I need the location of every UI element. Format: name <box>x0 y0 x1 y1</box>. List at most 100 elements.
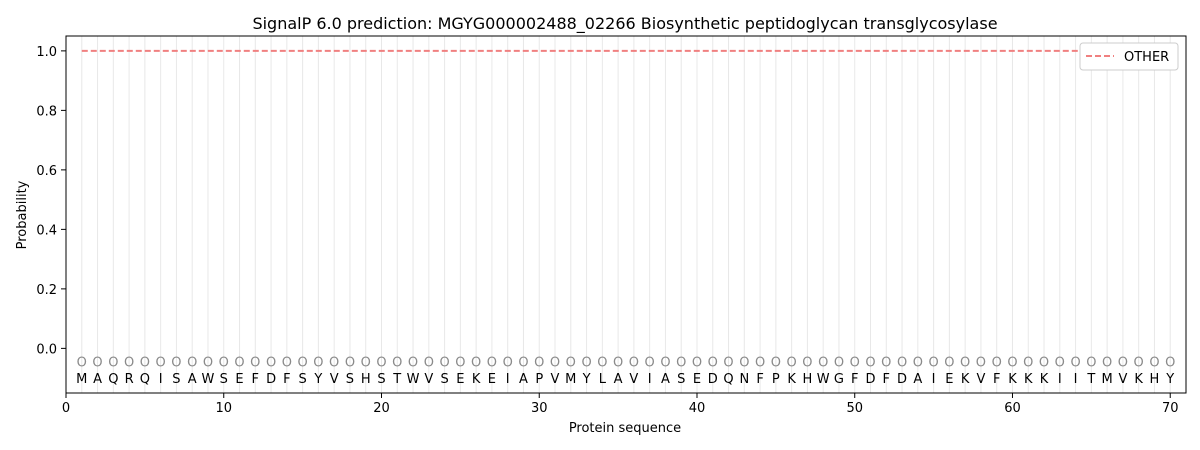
predicted-label-marker: O <box>392 355 402 370</box>
predicted-label-marker: O <box>250 355 260 370</box>
predicted-label-marker: O <box>723 355 733 370</box>
predicted-label-marker: O <box>629 355 639 370</box>
sequence-residue: K <box>472 372 481 387</box>
predicted-label-marker: O <box>503 355 513 370</box>
sequence-residue: S <box>377 372 385 387</box>
predicted-label-marker: O <box>645 355 655 370</box>
predicted-label-marker: O <box>171 355 181 370</box>
sequence-residue: G <box>834 372 844 387</box>
x-tick-label: 70 <box>1162 401 1179 416</box>
sequence-residue: A <box>188 372 197 387</box>
x-tick-label: 60 <box>1004 401 1021 416</box>
legend-box <box>1079 42 1179 71</box>
predicted-label-marker: O <box>424 355 434 370</box>
y-tick-label: 0.4 <box>36 223 57 238</box>
sequence-residue: Y <box>582 372 591 387</box>
sequence-residue: I <box>1058 372 1062 387</box>
predicted-label-marker: O <box>755 355 765 370</box>
sequence-residue: T <box>1086 372 1095 387</box>
sequence-residue: W <box>817 372 830 387</box>
sequence-residue: Q <box>723 372 733 387</box>
predicted-label-marker: O <box>534 355 544 370</box>
sequence-residue: K <box>961 372 970 387</box>
sequence-residue: K <box>1040 372 1049 387</box>
sequence-residue: I <box>1074 372 1078 387</box>
predicted-label-marker: O <box>1102 355 1112 370</box>
predicted-label-marker: O <box>77 355 87 370</box>
sequence-residue: W <box>202 372 215 387</box>
predicted-label-marker: O <box>692 355 702 370</box>
sequence-residue: T <box>392 372 401 387</box>
y-axis-label: Probability <box>15 180 30 249</box>
sequence-residue: E <box>488 372 496 387</box>
sequence-residue: V <box>551 372 560 387</box>
sequence-residue: A <box>913 372 922 387</box>
sequence-residue: I <box>648 372 652 387</box>
predicted-label-marker: O <box>960 355 970 370</box>
predicted-label-marker: O <box>660 355 670 370</box>
predicted-label-marker: O <box>676 355 686 370</box>
predicted-label-marker: O <box>439 355 449 370</box>
predicted-label-marker: O <box>1165 355 1175 370</box>
predicted-label-marker: O <box>376 355 386 370</box>
sequence-residue: S <box>677 372 685 387</box>
predicted-label-marker: O <box>787 355 797 370</box>
sequence-residue: D <box>266 372 276 387</box>
sequence-residue: S <box>346 372 354 387</box>
predicted-label-marker: O <box>187 355 197 370</box>
sequence-residue: V <box>330 372 339 387</box>
y-tick-label: 0.0 <box>36 342 57 357</box>
sequence-residue: Y <box>1165 372 1174 387</box>
x-axis-label: Protein sequence <box>569 421 681 436</box>
predicted-label-marker: O <box>566 355 576 370</box>
sequence-residue: H <box>361 372 371 387</box>
sequence-residue: V <box>424 372 433 387</box>
sequence-residue: A <box>661 372 670 387</box>
predicted-label-marker: O <box>944 355 954 370</box>
predicted-label-marker: O <box>550 355 560 370</box>
predicted-label-marker: O <box>408 355 418 370</box>
predicted-label-marker: O <box>234 355 244 370</box>
sequence-residue: A <box>519 372 528 387</box>
predicted-label-marker: O <box>518 355 528 370</box>
predicted-label-marker: O <box>881 355 891 370</box>
sequence-residue: F <box>993 372 1000 387</box>
x-tick-label: 10 <box>215 401 232 416</box>
sequence-residue: D <box>865 372 875 387</box>
predicted-label-marker: O <box>345 355 355 370</box>
legend: OTHER <box>1079 42 1179 71</box>
predicted-label-marker: O <box>897 355 907 370</box>
predicted-label-marker: O <box>597 355 607 370</box>
predicted-label-marker: O <box>976 355 986 370</box>
predicted-label-marker: O <box>1023 355 1033 370</box>
sequence-residue: P <box>772 372 780 387</box>
y-axis: 0.0 0.2 0.4 0.6 0.8 1.0 <box>36 45 66 357</box>
predicted-label-marker: O <box>850 355 860 370</box>
sequence-residue: S <box>220 372 228 387</box>
x-tick-label: 20 <box>373 401 390 416</box>
residue-grid <box>81 36 1171 393</box>
predicted-label-marker: O <box>913 355 923 370</box>
predicted-label-marker: O <box>865 355 875 370</box>
sequence-residue: W <box>407 372 420 387</box>
predicted-label-marker: O <box>613 355 623 370</box>
sequence-residue: E <box>235 372 243 387</box>
sequence-residue: F <box>851 372 858 387</box>
sequence-residue: A <box>93 372 102 387</box>
sequence-residue: I <box>159 372 163 387</box>
sequence-residue: L <box>599 372 607 387</box>
predicted-label-marker: O <box>329 355 339 370</box>
sequence-residue: V <box>1118 372 1127 387</box>
sequence-residue: D <box>708 372 718 387</box>
y-tick-label: 0.2 <box>36 283 57 298</box>
sequence-residue: V <box>629 372 638 387</box>
predicted-label-marker: O <box>1070 355 1080 370</box>
sequence-residue: F <box>283 372 290 387</box>
predicted-label-marker: O <box>992 355 1002 370</box>
sequence-residue: E <box>693 372 701 387</box>
predicted-label-marker: O <box>834 355 844 370</box>
sequence-residue: M <box>76 372 87 387</box>
sequence-residue: M <box>565 372 576 387</box>
sequence-residue: R <box>125 372 134 387</box>
